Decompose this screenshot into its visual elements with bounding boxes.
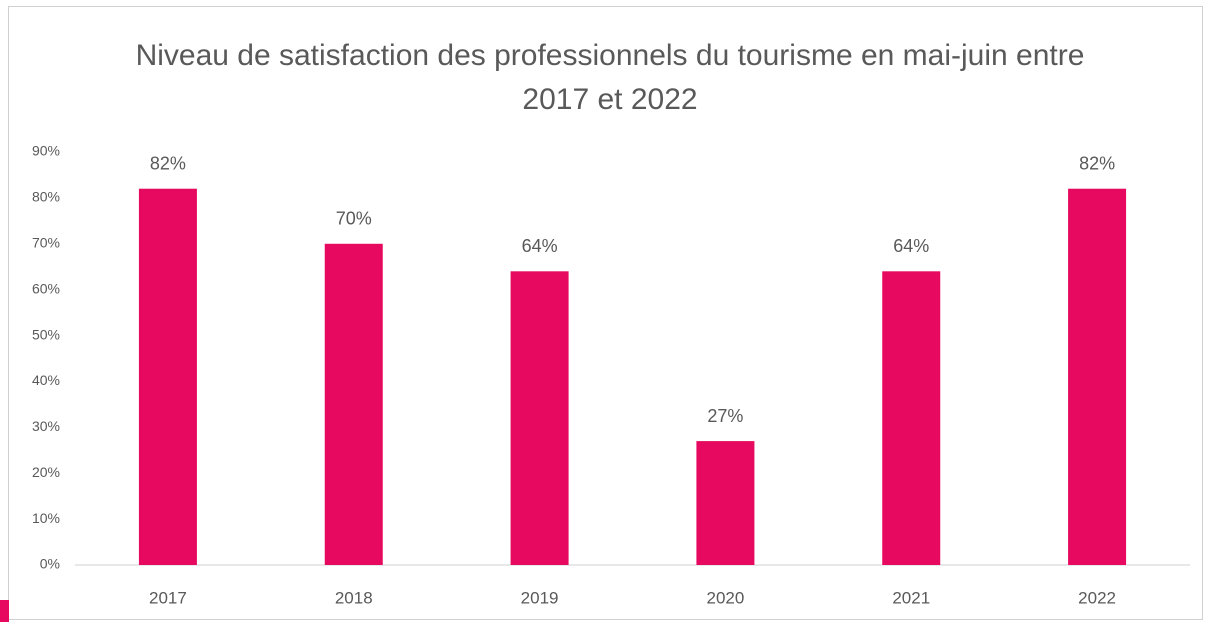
bar	[696, 441, 755, 565]
y-tick-label: 30%	[32, 418, 60, 434]
y-tick-label: 20%	[32, 464, 60, 480]
value-label: 82%	[1079, 153, 1115, 173]
x-tick-label: 2019	[521, 588, 559, 607]
value-label: 82%	[150, 153, 186, 173]
value-label: 64%	[893, 236, 929, 256]
y-tick-label: 40%	[32, 372, 60, 388]
x-tick-label: 2021	[892, 588, 930, 607]
y-tick-label: 10%	[32, 510, 60, 526]
x-tick-label: 2022	[1078, 588, 1116, 607]
chart-title: Niveau de satisfaction des professionnel…	[135, 39, 1085, 116]
bar	[324, 243, 383, 565]
bar	[882, 271, 941, 565]
bar	[138, 188, 197, 565]
bar	[510, 271, 569, 565]
value-label: 70%	[336, 209, 372, 229]
y-tick-label: 80%	[32, 189, 60, 205]
bar	[1068, 188, 1127, 565]
x-tick-label: 2020	[707, 588, 745, 607]
x-tick-label: 2018	[335, 588, 373, 607]
y-tick-label: 50%	[32, 326, 60, 342]
x-tick-label: 2017	[149, 588, 187, 607]
chart-frame	[8, 6, 1203, 620]
value-label: 64%	[522, 236, 558, 256]
y-tick-label: 90%	[32, 143, 60, 159]
y-tick-label: 0%	[40, 556, 60, 572]
value-label: 27%	[707, 406, 743, 426]
corner-accent	[0, 600, 9, 622]
y-tick-label: 60%	[32, 280, 60, 296]
y-tick-label: 70%	[32, 234, 60, 250]
